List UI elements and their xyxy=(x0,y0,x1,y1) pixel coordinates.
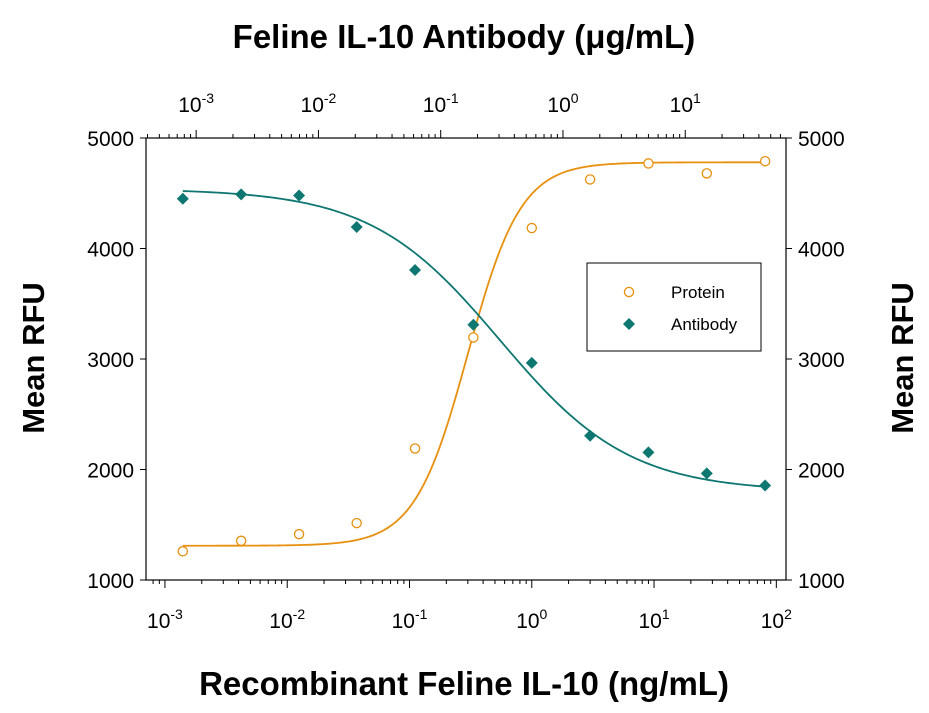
top-tick-label: 10-1 xyxy=(423,90,459,117)
top-tick-label-exp: -2 xyxy=(324,90,337,106)
legend-label-protein: Protein xyxy=(671,283,725,302)
antibody-point xyxy=(584,429,597,442)
protein-point xyxy=(409,443,421,454)
protein-point xyxy=(235,535,247,547)
y-tick-label-left: 5000 xyxy=(87,128,134,151)
x-tick-label: 101 xyxy=(638,606,669,633)
y-tick-label-left: 4000 xyxy=(87,239,134,262)
x-tick-label-base: 10 xyxy=(147,610,170,633)
protein-point xyxy=(759,155,771,167)
top-tick-label: 10-2 xyxy=(301,90,337,117)
top-tick-label-base: 10 xyxy=(670,94,693,117)
x-tick-label: 10-1 xyxy=(392,606,428,633)
protein-point xyxy=(468,332,479,343)
x-tick-label: 102 xyxy=(761,606,792,633)
x-tick-label-exp: -2 xyxy=(293,606,306,622)
antibody-point xyxy=(409,264,422,277)
x-tick-label-exp: 1 xyxy=(662,606,670,622)
x-tick-label-exp: 2 xyxy=(784,606,792,622)
top-tick-label: 101 xyxy=(670,90,701,117)
protein-point xyxy=(643,158,654,169)
protein-point xyxy=(526,222,538,234)
top-tick-label-exp: -1 xyxy=(446,90,459,106)
y-tick-label-left: 2000 xyxy=(87,460,134,483)
fit-curve-protein xyxy=(182,161,766,547)
top-tick-label: 100 xyxy=(547,90,578,117)
x-tick-label: 100 xyxy=(516,606,547,633)
y-tick-label-right: 3000 xyxy=(798,349,845,372)
legend-marker-protein xyxy=(623,286,635,298)
x-tick-label: 10-3 xyxy=(147,606,183,633)
top-tick-label-exp: -3 xyxy=(202,90,215,106)
legend-marker-antibody xyxy=(623,318,635,330)
x-tick-label-base: 10 xyxy=(638,610,661,633)
y-tick-label-right: 5000 xyxy=(798,128,845,151)
antibody-point xyxy=(467,318,480,331)
top-tick-label-exp: 1 xyxy=(693,90,701,106)
x-tick-label-exp: 0 xyxy=(540,606,548,622)
y-tick-label-left: 3000 xyxy=(87,349,134,372)
antibody-point xyxy=(350,220,363,233)
top-tick-label-base: 10 xyxy=(423,94,446,117)
top-tick-label-base: 10 xyxy=(178,94,201,117)
x-tick-label-base: 10 xyxy=(516,610,539,633)
antibody-point xyxy=(293,189,306,202)
top-axis-title: Feline IL-10 Antibody (μg/mL) xyxy=(233,18,696,55)
top-tick-label-base: 10 xyxy=(547,94,570,117)
antibody-point xyxy=(525,356,538,369)
x-tick-label-exp: -3 xyxy=(170,606,183,622)
x-tick-label: 10-2 xyxy=(269,606,305,633)
fit-curves xyxy=(182,161,766,547)
antibody-point xyxy=(759,479,772,492)
y-tick-label-right: 1000 xyxy=(798,570,845,593)
protein-point xyxy=(351,517,362,529)
antibody-point xyxy=(700,467,713,480)
x-tick-label-base: 10 xyxy=(392,610,415,633)
y-tick-label-right: 4000 xyxy=(798,239,845,262)
legend-box xyxy=(586,262,762,352)
legend-label-antibody: Antibody xyxy=(671,315,738,334)
data-points xyxy=(176,155,772,557)
x-tick-label-base: 10 xyxy=(269,610,292,633)
top-tick-label-base: 10 xyxy=(301,94,324,117)
x-axis-title: Recombinant Feline IL-10 (ng/mL) xyxy=(199,665,729,702)
antibody-point xyxy=(235,188,248,201)
legend: Protein Antibody xyxy=(586,262,762,352)
x-tick-label-exp: -1 xyxy=(415,606,428,622)
protein-point xyxy=(177,546,189,557)
y-tick-label-left: 1000 xyxy=(87,570,134,593)
y-axis-title-left: Mean RFU xyxy=(16,282,51,434)
fit-curve-antibody xyxy=(182,190,766,488)
x-tick-label-base: 10 xyxy=(761,610,784,633)
antibody-point xyxy=(176,192,189,205)
y-tick-label-right: 2000 xyxy=(798,460,845,483)
top-tick-label-exp: 0 xyxy=(571,90,579,106)
y-axis-title-right: Mean RFU xyxy=(885,282,920,434)
antibody-point xyxy=(642,446,655,459)
protein-point xyxy=(584,174,596,185)
protein-point xyxy=(293,528,305,540)
protein-point xyxy=(701,168,713,179)
top-tick-label: 10-3 xyxy=(178,90,214,117)
